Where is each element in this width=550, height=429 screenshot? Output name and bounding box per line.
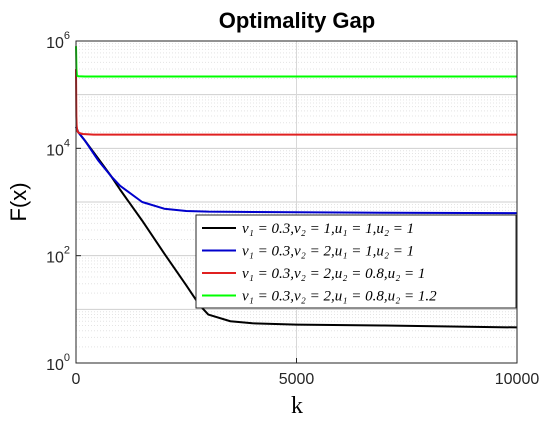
legend-label-2: v₁ = 0.3,v₂ = 2,u₁ = 1,u₂ = 1 [242,244,414,260]
y-tick-label: 102 [46,245,70,267]
legend: v₁ = 0.3,v₂ = 1,u₁ = 1,u₂ = 1 v₁ = 0.3,v₂… [195,214,517,309]
x-tick-label: 5000 [279,371,315,388]
x-axis-label: k [291,393,303,419]
legend-label-3: v₁ = 0.3,v₂ = 2,u₂ = 0.8,u₂ = 1 [242,266,425,282]
legend-label-1: v₁ = 0.3,v₂ = 1,u₁ = 1,u₂ = 1 [242,221,414,237]
x-tick-label: 0 [72,371,81,388]
legend-box [195,214,517,309]
chart-title: Optimality Gap [219,8,375,33]
y-tick-label: 100 [46,352,70,374]
tick-layer: 0 5000 10000 100 102 104 106 [46,30,539,388]
y-tick-label: 104 [46,137,70,159]
series-line-2 [75,126,518,215]
legend-label-4: v₁ = 0.3,v₂ = 2,u₁ = 0.8,u₂ = 1.2 [242,289,437,305]
y-tick-label: 106 [46,30,70,52]
x-tick-label: 10000 [495,371,540,388]
y-axis-label: F(x) [6,182,31,221]
